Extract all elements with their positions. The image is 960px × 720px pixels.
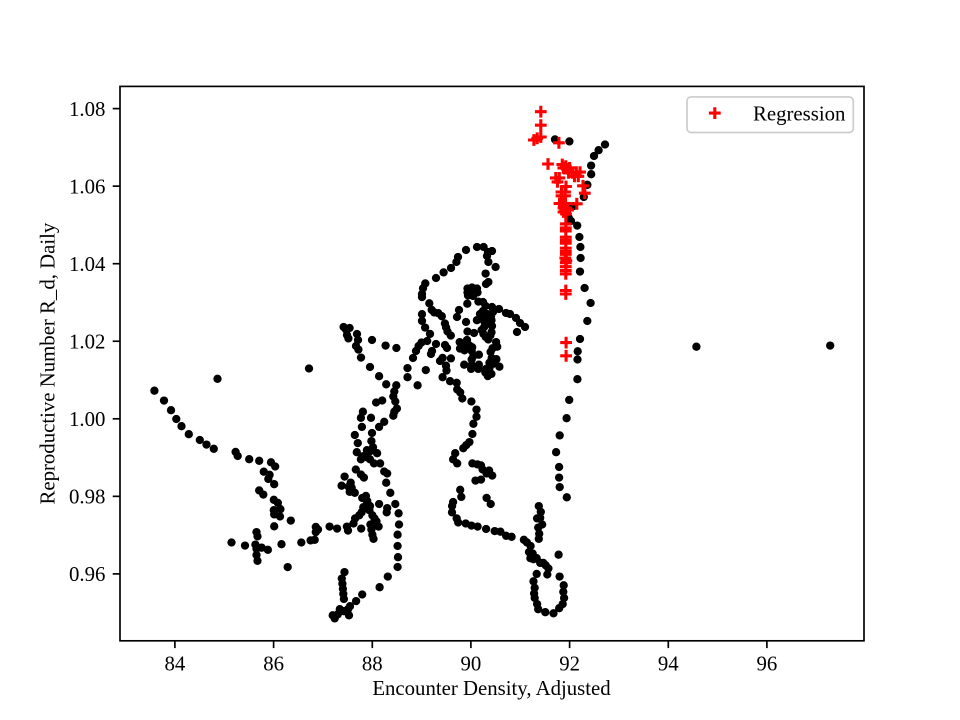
svg-text:Encounter Density, Adjusted: Encounter Density, Adjusted xyxy=(372,677,611,700)
svg-text:86: 86 xyxy=(263,652,284,675)
svg-text:88: 88 xyxy=(362,652,383,675)
svg-text:96: 96 xyxy=(757,652,778,675)
svg-text:0.98: 0.98 xyxy=(69,486,105,509)
svg-text:1.04: 1.04 xyxy=(69,253,106,276)
svg-text:90: 90 xyxy=(461,652,482,675)
svg-text:84: 84 xyxy=(165,652,186,675)
svg-text:1.06: 1.06 xyxy=(69,175,105,198)
svg-text:Regression: Regression xyxy=(753,102,846,125)
svg-text:Reproductive Number R_d, Daily: Reproductive Number R_d, Daily xyxy=(37,222,60,504)
svg-text:1.02: 1.02 xyxy=(69,330,105,353)
svg-text:94: 94 xyxy=(658,652,679,675)
svg-text:1.08: 1.08 xyxy=(69,98,105,121)
svg-text:1.00: 1.00 xyxy=(69,408,105,431)
svg-text:92: 92 xyxy=(559,652,580,675)
svg-text:0.96: 0.96 xyxy=(69,563,105,586)
